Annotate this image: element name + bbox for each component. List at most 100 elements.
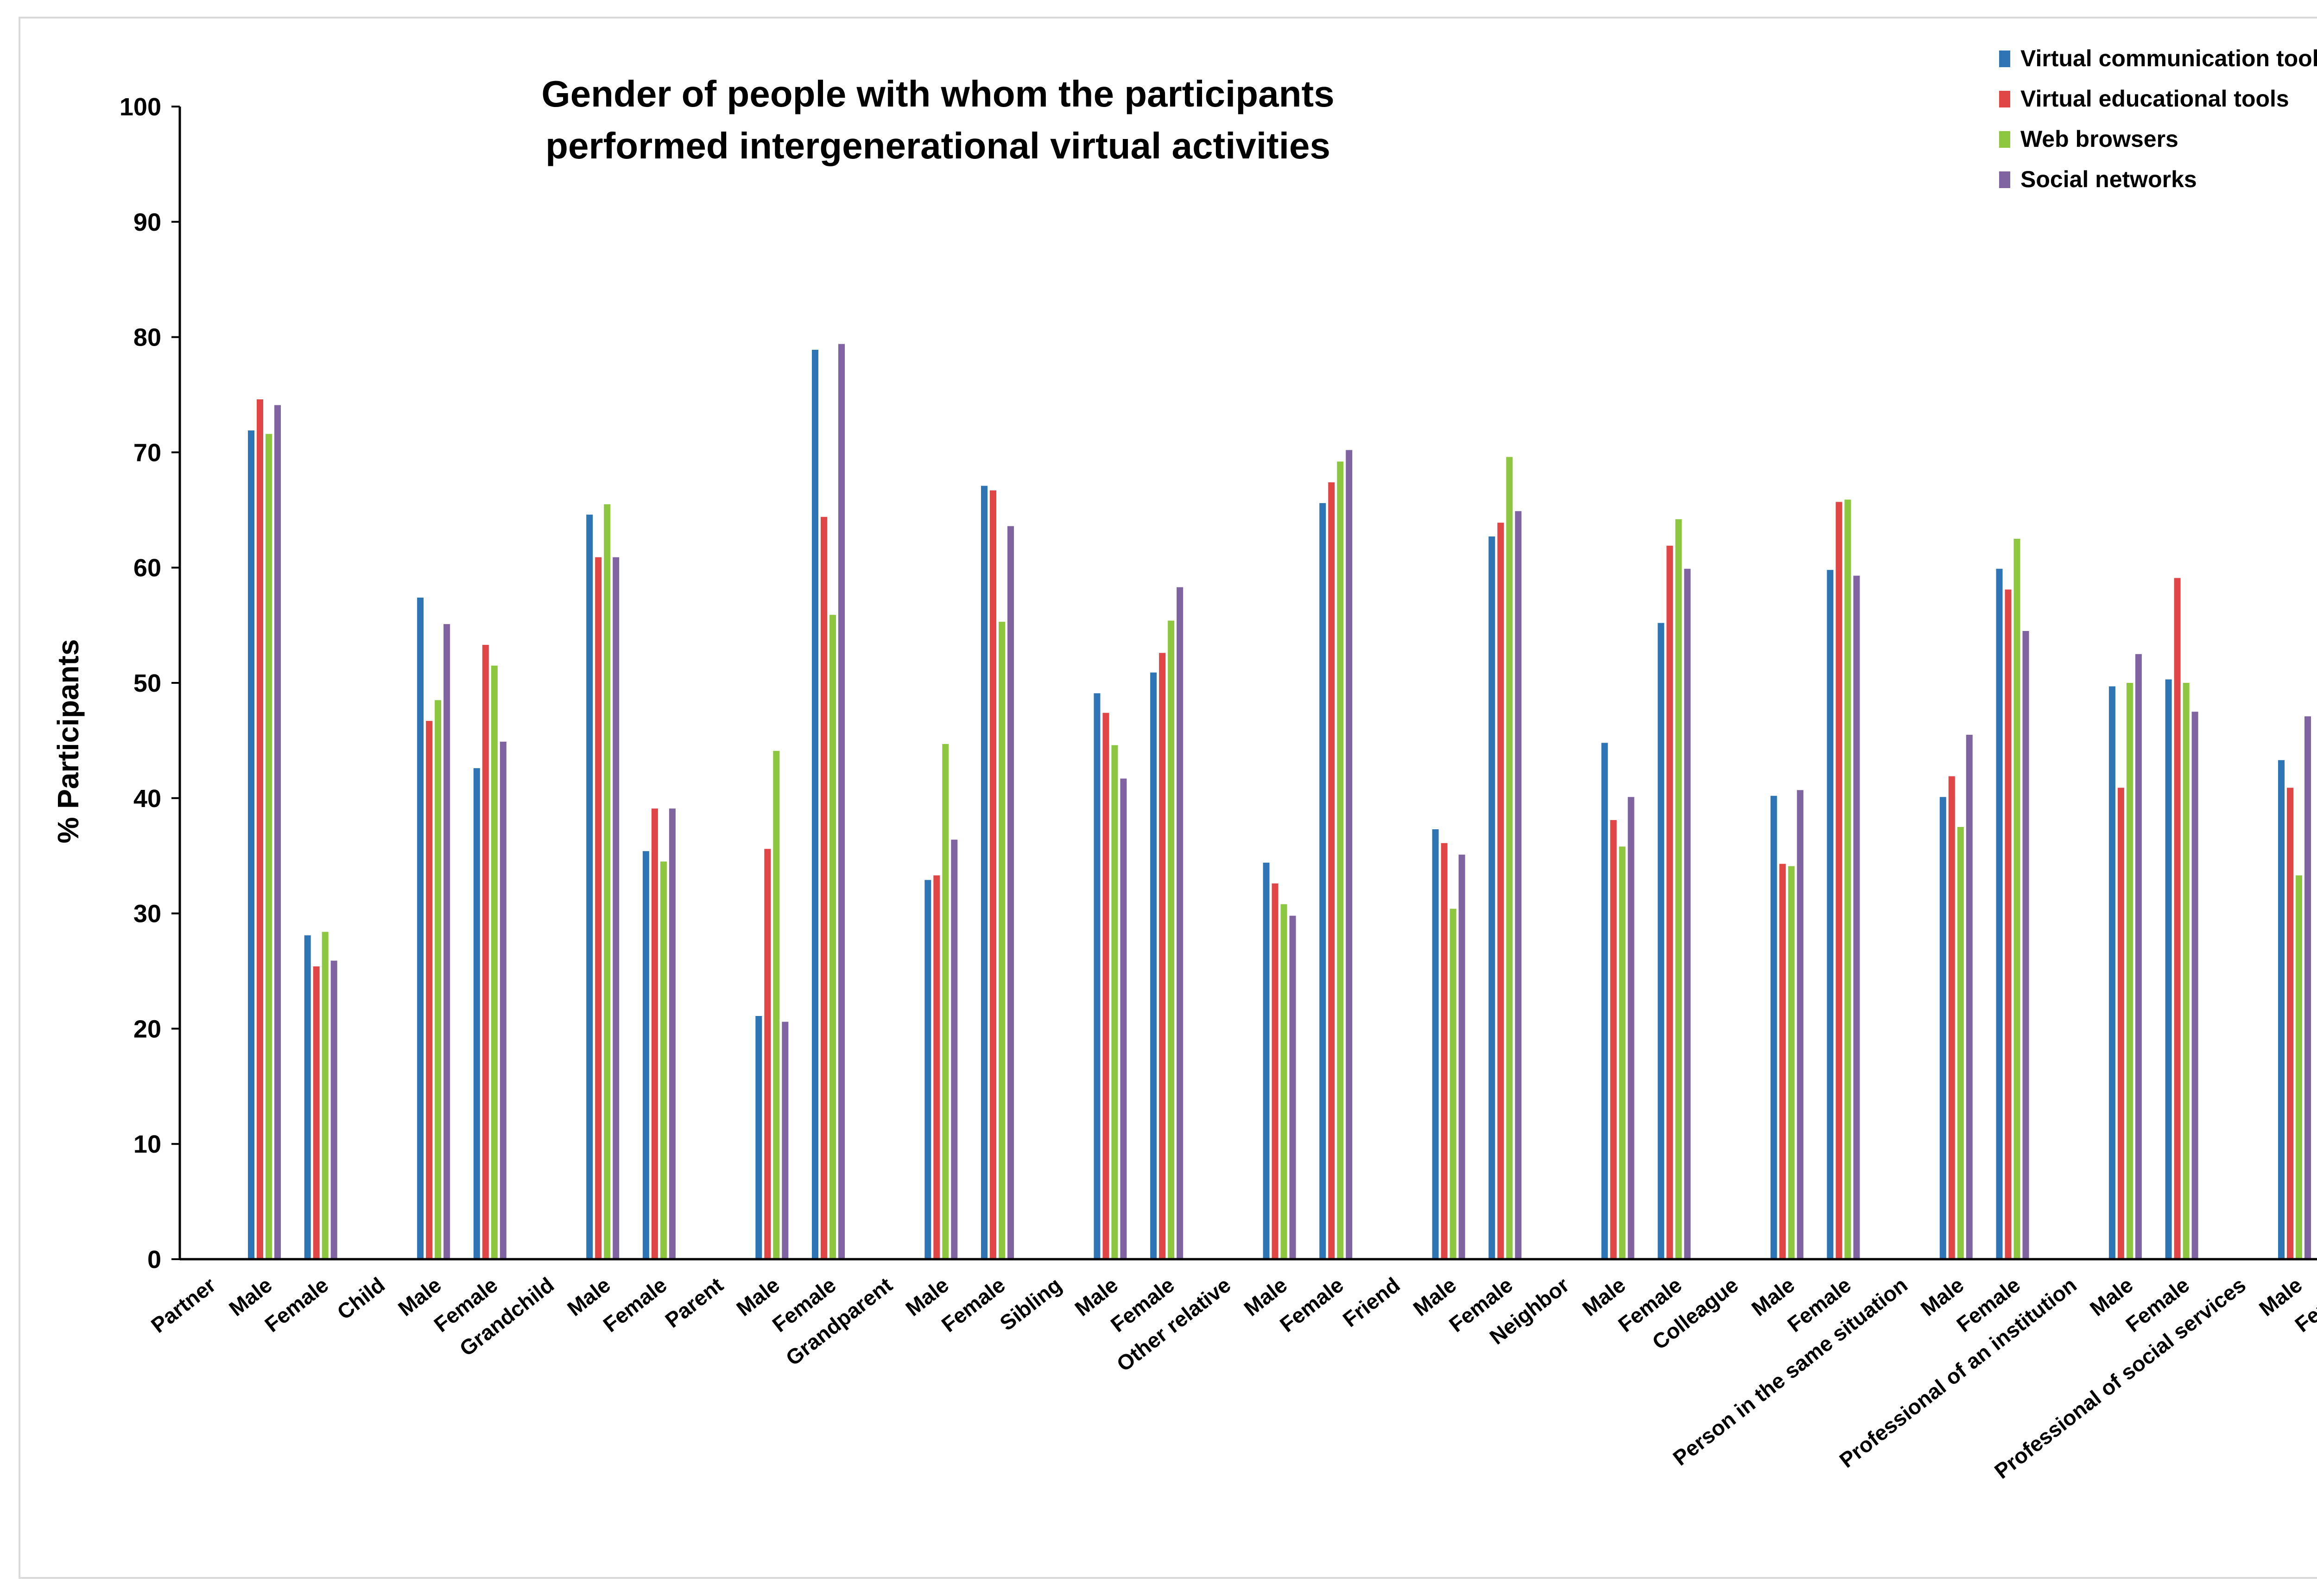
bar xyxy=(257,399,263,1259)
x-tick-label: Female xyxy=(599,1273,671,1337)
bar xyxy=(821,517,827,1259)
bar xyxy=(1159,653,1166,1259)
bar xyxy=(1996,568,2003,1259)
legend-label: Social networks xyxy=(2020,166,2197,192)
bar xyxy=(951,839,958,1259)
bar xyxy=(1948,776,1955,1259)
bar xyxy=(1939,797,1946,1259)
x-tick-label: Child xyxy=(332,1273,389,1325)
bar xyxy=(313,966,320,1259)
x-tick-label: Female xyxy=(937,1273,1010,1337)
bar xyxy=(1168,620,1175,1259)
bar xyxy=(2287,788,2293,1259)
bar xyxy=(330,960,337,1259)
legend-swatch xyxy=(1999,50,2010,67)
bar xyxy=(2135,654,2142,1259)
legend-label: Virtual educational tools xyxy=(2020,86,2289,112)
x-tick-label: Female xyxy=(1275,1273,1348,1337)
bar xyxy=(2005,589,2012,1259)
bar xyxy=(613,557,620,1259)
legend-label: Web browsers xyxy=(2020,126,2178,152)
bar xyxy=(2126,683,2133,1259)
bar xyxy=(1675,519,1682,1259)
y-tick-label: 60 xyxy=(133,554,161,582)
bar xyxy=(1272,883,1279,1259)
series-virtual-communication-tools xyxy=(248,350,2285,1259)
x-tick-label: Sibling xyxy=(995,1273,1066,1335)
bar xyxy=(586,514,593,1259)
bar xyxy=(443,624,450,1259)
bar xyxy=(1684,568,1691,1259)
bar xyxy=(981,486,988,1259)
bar xyxy=(1263,863,1270,1259)
bar xyxy=(1102,713,1109,1259)
bar xyxy=(1094,693,1101,1259)
bar xyxy=(1966,735,1973,1259)
bar xyxy=(274,405,281,1259)
series-web-browsers xyxy=(266,434,2302,1259)
x-tick-label: Partner xyxy=(146,1273,220,1337)
bar xyxy=(426,721,433,1259)
y-axis: 0 10 20 30 40 50 60 70 80 90 100 xyxy=(120,93,181,1274)
bar xyxy=(660,861,667,1259)
bar xyxy=(1610,820,1617,1259)
bar xyxy=(755,1016,762,1259)
x-tick-label: Parent xyxy=(660,1273,728,1332)
chart-svg: Gender of people with whom the participa… xyxy=(51,45,2317,1483)
bar xyxy=(595,557,602,1259)
series-virtual-educational-tools xyxy=(257,399,2293,1259)
bar xyxy=(999,622,1005,1259)
bar xyxy=(642,851,649,1259)
bar xyxy=(2191,712,2198,1259)
legend-swatch xyxy=(1999,91,2010,107)
bar xyxy=(2304,716,2311,1259)
series-social-networks xyxy=(274,344,2311,1259)
bar xyxy=(1289,915,1296,1259)
bar xyxy=(1120,778,1127,1259)
y-tick-label: 40 xyxy=(133,785,161,813)
bar xyxy=(2022,631,2029,1259)
bar xyxy=(322,932,329,1259)
bar xyxy=(604,504,611,1259)
bar xyxy=(1506,457,1513,1259)
y-tick-label: 30 xyxy=(133,900,161,928)
bar xyxy=(1788,866,1795,1259)
bar xyxy=(248,430,254,1259)
bar xyxy=(990,490,996,1259)
bar xyxy=(417,597,424,1259)
bar xyxy=(1432,829,1439,1259)
bar xyxy=(2108,686,2115,1259)
bar xyxy=(1319,503,1326,1259)
bar xyxy=(482,644,489,1259)
bar xyxy=(1627,797,1634,1259)
bar xyxy=(764,849,771,1259)
bar xyxy=(2174,578,2181,1259)
x-tick-label: Friend xyxy=(1338,1273,1405,1332)
y-tick-label: 90 xyxy=(133,208,161,236)
chart-title: Gender of people with whom the participa… xyxy=(541,73,1334,166)
bar xyxy=(669,808,676,1259)
legend-swatch xyxy=(1999,171,2010,188)
bar xyxy=(1601,743,1608,1259)
bar xyxy=(782,1022,789,1259)
bar xyxy=(2165,679,2172,1259)
bar xyxy=(1770,795,1777,1259)
bar xyxy=(933,875,940,1259)
legend-label: Virtual communication tools xyxy=(2020,45,2317,71)
chart-title-line-1: Gender of people with whom the participa… xyxy=(541,73,1334,114)
chart-frame: Gender of people with whom the participa… xyxy=(19,17,2317,1579)
bar xyxy=(1658,623,1665,1259)
chart-title-line-2: performed intergenerational virtual acti… xyxy=(545,125,1330,166)
bar xyxy=(2183,683,2190,1259)
bar xyxy=(1836,502,1842,1259)
bar xyxy=(473,768,480,1259)
bar xyxy=(1619,846,1626,1259)
bar xyxy=(491,665,498,1259)
bar xyxy=(1441,843,1448,1259)
bar xyxy=(1450,908,1456,1259)
legend-swatch xyxy=(1999,131,2010,148)
bar xyxy=(1515,511,1522,1259)
bar xyxy=(924,880,931,1259)
bar xyxy=(1488,536,1495,1259)
